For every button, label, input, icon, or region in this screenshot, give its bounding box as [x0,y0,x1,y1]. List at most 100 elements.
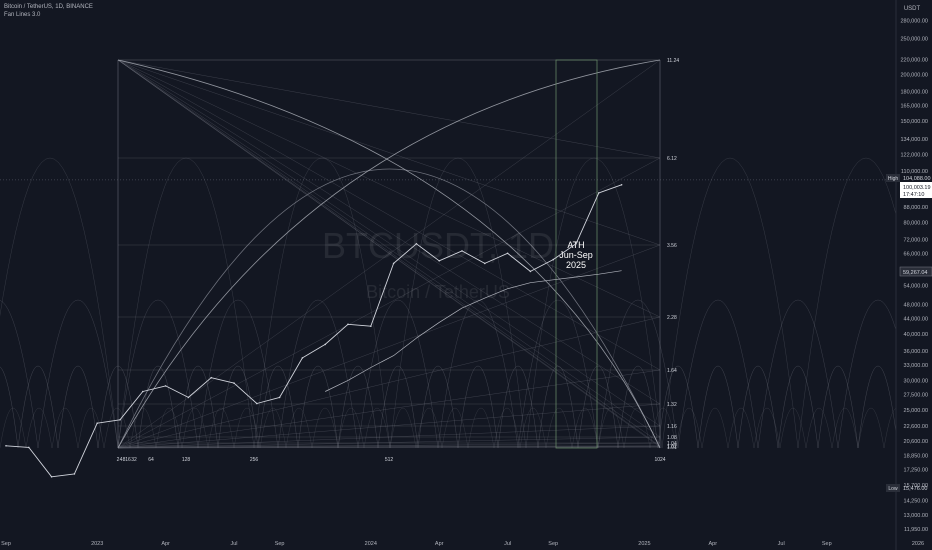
price-point [415,243,418,245]
cycle-arch [519,408,547,449]
time-tick-label: 2023 [91,541,103,547]
fan-ray [117,436,661,449]
cycle-label: 2 [117,457,120,463]
cycle-arch [537,365,579,449]
cycle-arch [577,365,619,449]
fan-ray [117,59,661,246]
time-tick-label: Apr [709,541,718,547]
watermark: BTCUSDT, 1D Bitcoin / TetherUS [322,225,554,302]
cycle-arch [737,365,779,449]
cycle-arch [497,365,539,449]
price-point [119,419,121,421]
price-point [438,260,441,262]
cycle-label: 4 [120,457,123,463]
price-tick-label: 66,000.00 [904,251,928,257]
cycle-label: 16 [125,457,131,463]
price-axis[interactable]: 280,000.00 250,000.00 220,000.00 200,000.00… [900,18,928,532]
price-tick-label: 48,000.00 [904,303,928,309]
price-tick-label: 25,000.00 [904,408,928,414]
cycle-arch [137,365,179,449]
low-tag-value: 15,476.00 [903,486,927,492]
ath-label-2: Jun-Sep [559,250,593,260]
price-tick-label: 30,000.00 [904,378,928,384]
low-tag-label: Low [888,486,898,492]
time-axis[interactable]: Sep 2023 Apr Jul Sep 2024 Apr Jul Sep 2025 Apr Jul S… [1,541,932,547]
fan-ray [117,316,661,449]
price-tick-label: 200,000.00 [900,73,928,79]
cycle-arch [457,365,499,449]
symbol-title[interactable]: Bitcoin / TetherUS, 1D, BINANCE [4,4,93,10]
fan-level-label: 1.02 [667,444,677,450]
cycle-arch [285,408,313,449]
fan-ray [117,59,661,405]
fan-ray [117,59,661,444]
time-tick-label: Jul [778,541,785,547]
price-tick-label: 15,700.00 [904,483,928,489]
price-point [96,422,98,425]
cycle-arch [337,365,379,449]
last-price-value: 100,003.19 [903,185,931,191]
cycle-arch [525,158,663,449]
cycle-arch [217,365,259,449]
cycle-arch [377,365,419,449]
indicator-title[interactable]: Fan Lines 3.0 [4,12,41,18]
chart-legend: Bitcoin / TetherUS, 1D, BINANCE Fan Line… [4,3,93,19]
price-tick-label: 122,000.00 [900,152,928,158]
fan-ray [117,369,661,449]
price-tick-label: 14,250.00 [904,498,928,504]
cycle-arch [805,408,833,449]
price-tick-label: 72,000.00 [904,237,928,243]
watermark-name: Bitcoin / TetherUS [366,282,510,302]
price-point [5,445,7,447]
fan-ray [117,59,661,427]
price-tick-label: 27,500.00 [904,392,928,398]
ath-rect [555,59,598,449]
cycle-arch [757,300,839,449]
price-line [5,184,622,478]
ath-label-3: 2025 [566,260,586,270]
cycle-arch [675,408,703,449]
cycle-labels: 2 4 8 16 32 64 128 256 512 1024 [117,457,666,463]
cycle-arch [0,366,19,449]
cycle-arch [831,408,859,449]
cycle-arch [623,408,651,449]
price-point [529,270,532,273]
cycle-arch [817,365,859,449]
fan-level-label: 1.04 [667,441,677,447]
price-point [187,396,190,399]
time-tick-label: Jul [504,541,511,547]
low-tag-box [886,484,900,492]
cycle-arch [467,408,495,449]
price-tick-label: 80,000.00 [904,220,928,226]
fan-level-label: 3.56 [667,243,677,249]
fan-arc-descending [117,59,661,449]
time-tick-label: 2026 [912,541,924,547]
cycle-arch [777,365,819,449]
price-point [255,402,258,405]
fan-ray [117,59,661,318]
ma-value: 59,267.04 [903,270,927,276]
price-point [620,184,623,186]
cycle-arch [253,158,391,449]
price-tick-label: 280,000.00 [900,18,928,24]
price-point [142,390,144,393]
price-point [575,243,577,245]
price-point [347,323,349,326]
cycle-arch [417,365,459,449]
cycle-arch [0,158,119,449]
price-point [301,357,304,359]
high-tag-label: High [888,176,899,182]
cycle-arch [337,408,365,449]
cycle-label: 32 [131,457,137,463]
moving-average-line [325,270,622,392]
cycle-label: 128 [182,457,191,463]
fan-level-label: 1.08 [667,435,677,441]
currency-label[interactable]: USDT [904,6,921,12]
price-tick-label: 33,000.00 [904,363,928,369]
price-point [598,192,600,194]
cycle-arch [701,408,729,449]
cycle-arch [0,408,27,449]
price-tick-label: 36,000.00 [904,349,928,355]
cycle-arch [233,408,261,449]
